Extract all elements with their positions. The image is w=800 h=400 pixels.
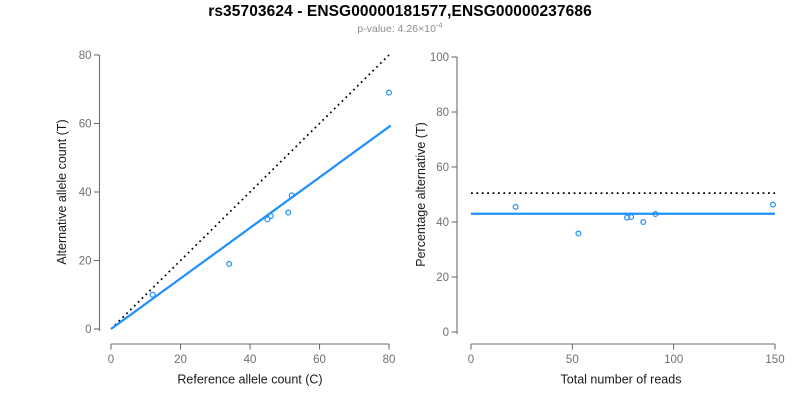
fit-line <box>110 124 392 330</box>
figure-subtitle: p-value: 4.26×10-4 <box>0 20 800 35</box>
data-point <box>226 260 233 267</box>
data-point <box>267 212 274 219</box>
x-tick-label: 40 <box>244 354 257 366</box>
y-tick-label: 0 <box>443 327 449 339</box>
x-tick-label: 50 <box>566 354 579 366</box>
y-tick-label: 80 <box>79 50 92 62</box>
y-tick-label: 60 <box>79 119 92 131</box>
x-axis-title: Reference allele count (C) <box>177 373 322 387</box>
data-point <box>575 230 582 237</box>
y-tick-label: 0 <box>85 324 91 336</box>
data-point <box>264 216 271 223</box>
p-value-text: p-value: 4.26×10 <box>357 23 436 35</box>
identity-line <box>110 54 390 330</box>
x-tick-label: 20 <box>174 354 187 366</box>
x-tick-label: 100 <box>664 354 683 366</box>
y-tick-label: 20 <box>79 256 92 268</box>
data-point <box>149 291 156 298</box>
data-point <box>386 89 393 96</box>
data-point <box>652 211 659 218</box>
x-tick-label: 60 <box>313 354 326 366</box>
data-point <box>624 214 631 221</box>
p-value-exponent: -4 <box>435 20 443 30</box>
x-tick-label: 0 <box>468 354 474 366</box>
data-point <box>512 203 519 210</box>
data-point <box>285 209 292 216</box>
y-tick-label: 100 <box>430 52 449 64</box>
y-tick-label: 20 <box>436 272 449 284</box>
y-tick-label: 40 <box>79 187 92 199</box>
y-tick-label: 40 <box>436 217 449 229</box>
x-tick-label: 0 <box>108 354 114 366</box>
figure-title: rs35703624 - ENSG00000181577,ENSG0000023… <box>208 3 592 20</box>
data-point <box>769 201 776 208</box>
x-axis-title: Total number of reads <box>561 373 682 387</box>
data-point <box>288 192 295 199</box>
y-tick-label: 60 <box>436 162 449 174</box>
data-point <box>628 214 635 221</box>
y-axis-title: Alternative allele count (T) <box>55 119 69 264</box>
y-axis-title: Percentage alternative (T) <box>414 122 428 267</box>
x-tick-label: 80 <box>383 354 396 366</box>
data-point <box>640 219 647 226</box>
y-tick-label: 80 <box>436 107 449 119</box>
x-tick-label: 150 <box>765 354 784 366</box>
